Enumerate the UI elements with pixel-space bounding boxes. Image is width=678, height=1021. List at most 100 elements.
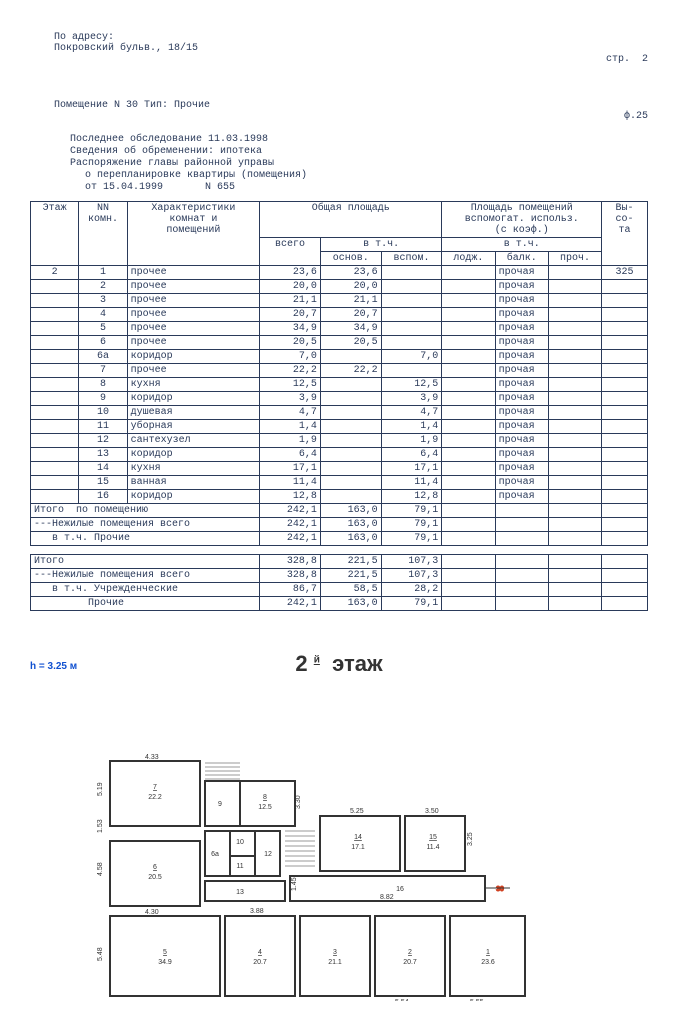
room-area: 23.6	[481, 959, 495, 966]
dim: 5.25	[350, 808, 364, 815]
floor-plan-drawing: 4.33 5.19 1.53 4.58 4.30 5.48 3.30 5.25 …	[90, 751, 590, 1001]
th-total-area: Общая площадь	[260, 202, 442, 238]
room-num: 8	[263, 794, 267, 801]
room-num: 14	[354, 834, 362, 841]
area-table: Этаж NN комн. Характеристики комнат и по…	[30, 201, 648, 611]
address-label: По адресу:	[54, 32, 114, 43]
th-char: Характеристики комнат и помещений	[127, 202, 260, 266]
room-num: 13	[236, 889, 244, 896]
dim: 4.58	[97, 862, 104, 876]
table-row: 21прочее23,623,6прочая325	[31, 266, 648, 280]
svg-text:6: 6	[153, 864, 157, 871]
dim: 3.30	[295, 795, 302, 809]
table-row: 6акоридор7,07,0прочая	[31, 350, 648, 364]
svg-text:5: 5	[163, 949, 167, 956]
th-floor: Этаж	[31, 202, 79, 266]
table-row: 9коридор3,93,9прочая	[31, 392, 648, 406]
subtotal-row: в т.ч. Прочие242,1163,079,1	[31, 532, 648, 546]
room-area: 20.7	[253, 959, 267, 966]
th-aux-area: Площадь помещений вспомогат. использ. (с…	[442, 202, 602, 238]
dim: 3.50	[425, 808, 439, 815]
svg-text:14: 14	[354, 834, 362, 841]
room-num: 16	[396, 886, 404, 893]
table-row: 7прочее22,222,2прочая	[31, 364, 648, 378]
room-num: 12	[264, 851, 272, 858]
floor-num: 2	[295, 651, 307, 676]
th-nn: NN комн.	[79, 202, 127, 266]
table-row: 6прочее20,520,5прочая	[31, 336, 648, 350]
room-area: 17.1	[351, 844, 365, 851]
room-num: 10	[236, 839, 244, 846]
floor-plan-section: h = 3.25 м 2 й этаж	[30, 651, 648, 1001]
dim: 1.53	[97, 819, 104, 833]
room-num: 7	[153, 784, 157, 791]
room-area: 11.4	[426, 844, 439, 851]
order-line2: о перепланировке квартиры (помещения)	[30, 170, 648, 181]
room-area: 21.1	[328, 959, 342, 966]
floor-title: 2 й этаж	[30, 651, 648, 677]
svg-text:8: 8	[263, 794, 267, 801]
floor-word: этаж	[332, 651, 382, 676]
room-num: 6а	[211, 851, 219, 858]
th-height: Вы- со- та	[602, 202, 648, 266]
table-row: 11уборная1,41,4прочая	[31, 420, 648, 434]
page-label: стр.	[606, 54, 630, 65]
svg-text:7: 7	[153, 784, 157, 791]
dim: 5.48	[97, 947, 104, 961]
th-vtch1: в т.ч.	[320, 238, 441, 252]
subtotal-row: ---Нежилые помещения всего242,1163,079,1	[31, 518, 648, 532]
dim: 3.88	[250, 908, 264, 915]
room-area: 20.5	[148, 874, 162, 881]
room-num: 1	[486, 949, 490, 956]
subtotal-row: Итого328,8221,5107,3	[31, 555, 648, 569]
room-num: 4	[258, 949, 262, 956]
table-row: 14кухня17,117,1прочая	[31, 462, 648, 476]
th-lodj: лодж.	[442, 252, 495, 266]
table-row: 8кухня12,512,5прочая	[31, 378, 648, 392]
page-num: 2	[642, 54, 648, 65]
dim: 1.45	[291, 877, 298, 891]
order-line1: Распоряжение главы районной управы	[30, 158, 648, 169]
dim: 5.19	[97, 782, 104, 796]
table-row: 2прочее20,020,0прочая	[31, 280, 648, 294]
encumbrance-line: Сведения об обременении: ипотека	[30, 146, 648, 157]
room-num: 2	[408, 949, 412, 956]
room-area: 20.7	[403, 959, 417, 966]
subtotal-row: Итого по помещению242,1163,079,1	[31, 504, 648, 518]
room-area: 12.5	[258, 804, 272, 811]
dim: 5.55	[470, 999, 484, 1001]
survey-line: Последнее обследование 11.03.1998	[30, 134, 648, 145]
doc-header: По адресу: Покровский бульв., 18/15 стр.…	[30, 21, 648, 193]
table-row: 13коридор6,46,4прочая	[31, 448, 648, 462]
floor-sup: й	[314, 655, 320, 666]
room-area: 34.9	[158, 959, 172, 966]
f-label: ф.25	[624, 111, 648, 122]
th-vspom: вспом.	[381, 252, 442, 266]
room-line: Помещение N 30 Тип: Прочие	[54, 100, 210, 111]
svg-text:4: 4	[258, 949, 262, 956]
table-row: 10душевая4,74,7прочая	[31, 406, 648, 420]
subtotal-row: в т.ч. Учрежденческие86,758,528,2	[31, 583, 648, 597]
order-line3: от 15.04.1999 N 655	[30, 182, 648, 193]
address-value: Покровский бульв., 18/15	[54, 43, 198, 54]
room-area: 22.2	[148, 794, 162, 801]
room-num: 3	[333, 949, 337, 956]
table-row: 3прочее21,121,1прочая	[31, 294, 648, 308]
dim: 5.54	[395, 999, 409, 1001]
height-label: h = 3.25 м	[30, 661, 77, 672]
dim: 3.25	[467, 832, 474, 846]
subtotal-row: Прочие242,1163,079,1	[31, 597, 648, 611]
table-row: 5прочее34,934,9прочая	[31, 322, 648, 336]
table-row: 4прочее20,720,7прочая	[31, 308, 648, 322]
th-vsego: всего	[260, 238, 321, 266]
subtotal-row: ---Нежилые помещения всего328,8221,5107,…	[31, 569, 648, 583]
dim: 4.33	[145, 754, 159, 761]
table-row: 16коридор12,812,8прочая	[31, 490, 648, 504]
svg-text:15: 15	[429, 834, 437, 841]
th-vtch2: в т.ч.	[442, 238, 602, 252]
svg-text:3: 3	[333, 949, 337, 956]
room-num: 15	[429, 834, 437, 841]
table-row: 15ванная11,411,4прочая	[31, 476, 648, 490]
room-num: 5	[163, 949, 167, 956]
th-proch: проч.	[548, 252, 601, 266]
